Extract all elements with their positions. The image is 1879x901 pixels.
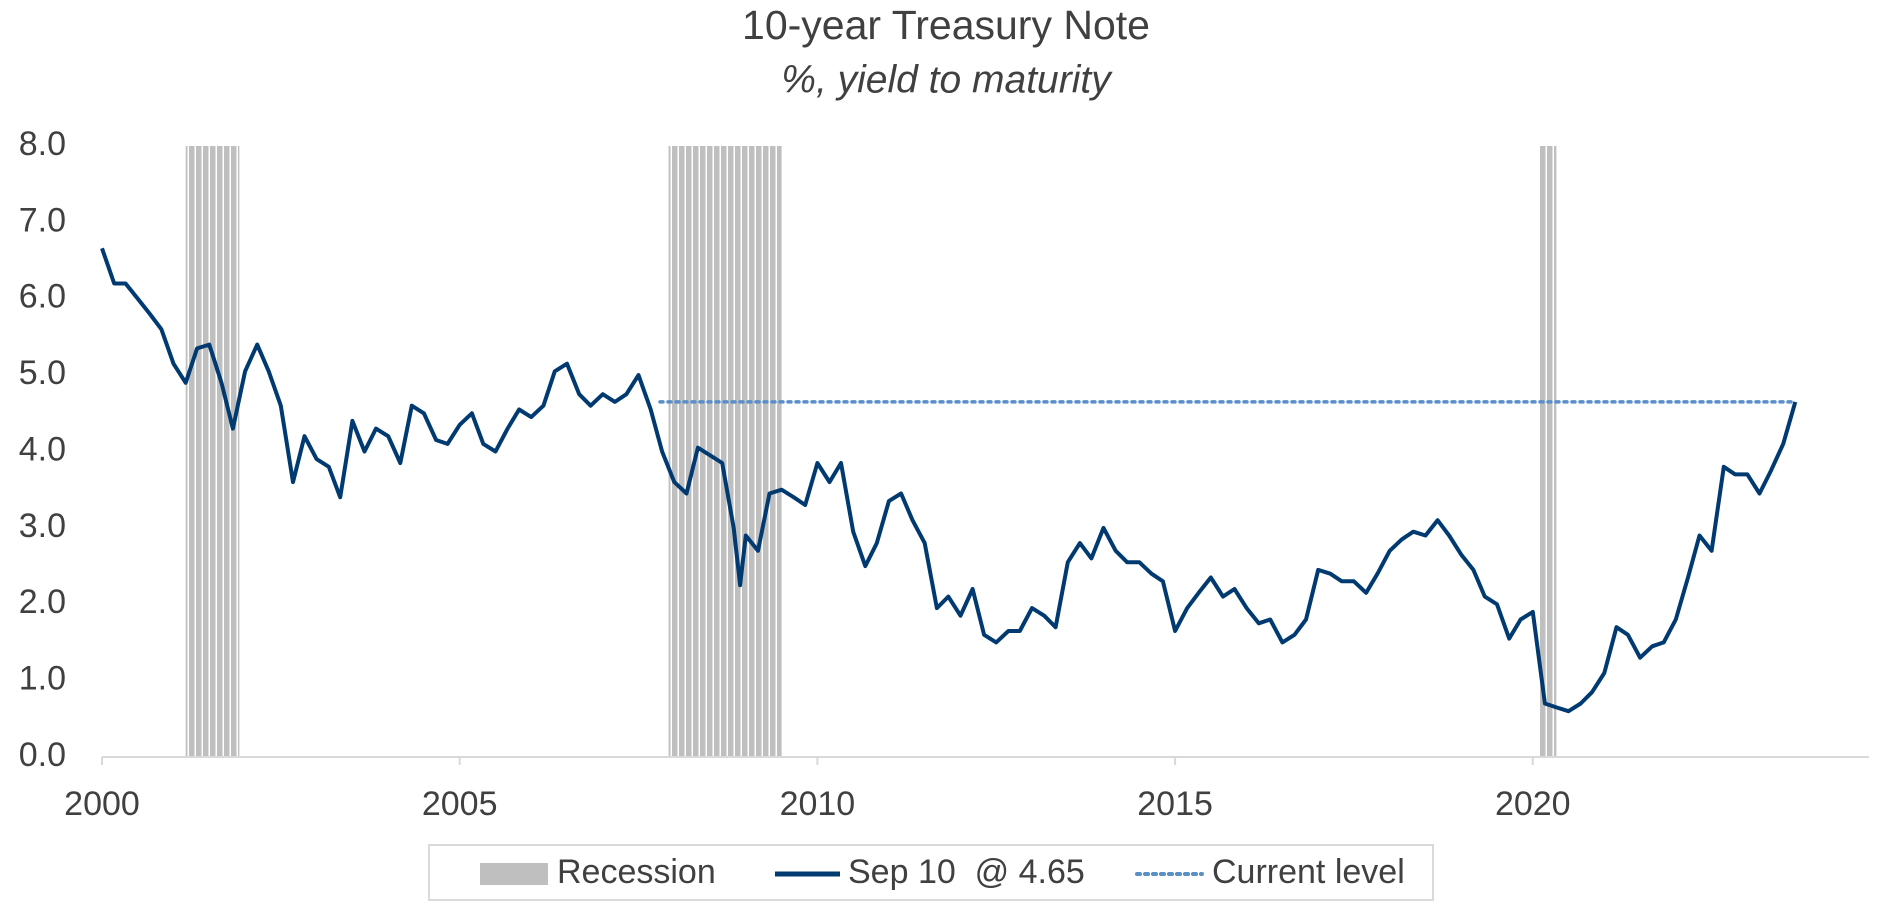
x-tick-label: 2010 bbox=[780, 785, 856, 823]
recession-band bbox=[1538, 146, 1557, 757]
legend-swatch bbox=[480, 863, 548, 885]
y-tick-label: 5.0 bbox=[19, 354, 66, 392]
recession-band bbox=[668, 146, 782, 757]
x-tick-label: 2015 bbox=[1137, 785, 1213, 823]
y-tick-label: 8.0 bbox=[19, 125, 66, 163]
legend-box bbox=[428, 844, 1434, 901]
y-tick-label: 2.0 bbox=[19, 583, 66, 621]
y-tick-label: 7.0 bbox=[19, 201, 66, 239]
chart-title: 10-year Treasury Note bbox=[742, 2, 1150, 48]
y-tick-label: 0.0 bbox=[19, 736, 66, 774]
recession-band bbox=[185, 146, 240, 757]
y-tick-label: 1.0 bbox=[19, 660, 66, 698]
y-tick-label: 6.0 bbox=[19, 278, 66, 316]
y-tick-label: 3.0 bbox=[19, 507, 66, 545]
x-tick-label: 2020 bbox=[1495, 785, 1571, 823]
y-tick-label: 4.0 bbox=[19, 430, 66, 468]
legend-label: Sep 10 @ 4.65 bbox=[848, 853, 1085, 891]
x-tick-label: 2000 bbox=[64, 785, 140, 823]
legend-label: Current level bbox=[1212, 853, 1405, 891]
series-line bbox=[100, 247, 1798, 714]
legend-label: Recession bbox=[557, 853, 716, 891]
x-tick-label: 2005 bbox=[422, 785, 498, 823]
chart-subtitle: %, yield to maturity bbox=[781, 58, 1113, 101]
